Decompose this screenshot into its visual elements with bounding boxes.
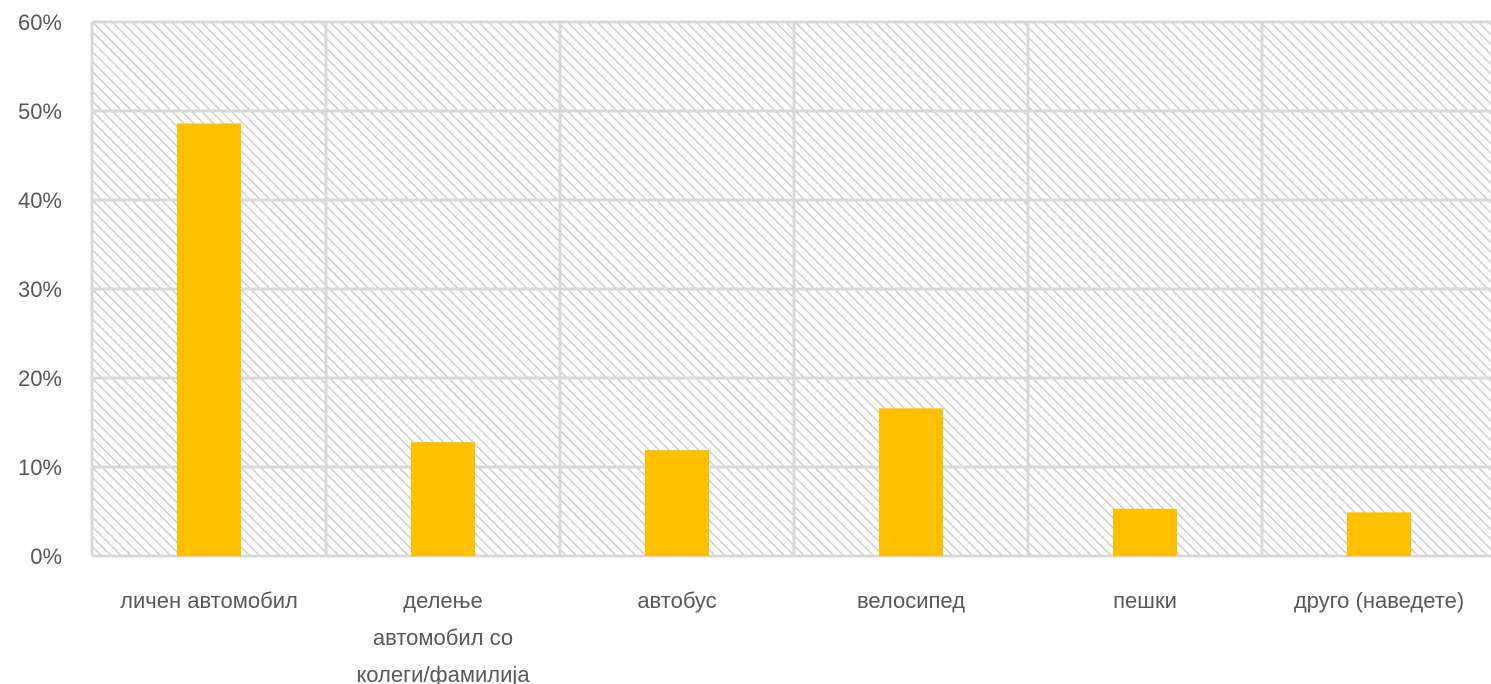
- bar: [177, 123, 241, 557]
- y-axis-tick-labels: 0% 10% 20% 30% 40% 50% 60%: [18, 10, 62, 569]
- bar: [411, 442, 475, 556]
- bar: [645, 450, 709, 556]
- bar: [879, 408, 943, 556]
- y-tick-label: 0%: [30, 544, 62, 569]
- y-tick-label: 50%: [18, 99, 62, 124]
- x-axis-category-labels: личен автомобил делење автомобил со колеги/…: [120, 588, 1464, 684]
- gridlines: [90, 20, 1491, 558]
- x-category-label: друго (наведете): [1294, 588, 1464, 613]
- x-category-label: пешки: [1113, 588, 1177, 613]
- y-tick-label: 20%: [18, 366, 62, 391]
- x-category-label: велосипед: [857, 588, 965, 613]
- y-tick-label: 10%: [18, 455, 62, 480]
- bar: [1113, 508, 1177, 556]
- y-tick-label: 40%: [18, 188, 62, 213]
- x-category-label: делење автомобил со колеги/фамилија: [356, 588, 530, 684]
- x-category-label: личен автомобил: [120, 588, 298, 613]
- bars: [177, 123, 1411, 557]
- y-tick-label: 60%: [18, 10, 62, 35]
- bar: [1347, 512, 1411, 556]
- y-tick-label: 30%: [18, 277, 62, 302]
- x-category-label: автобус: [637, 588, 716, 613]
